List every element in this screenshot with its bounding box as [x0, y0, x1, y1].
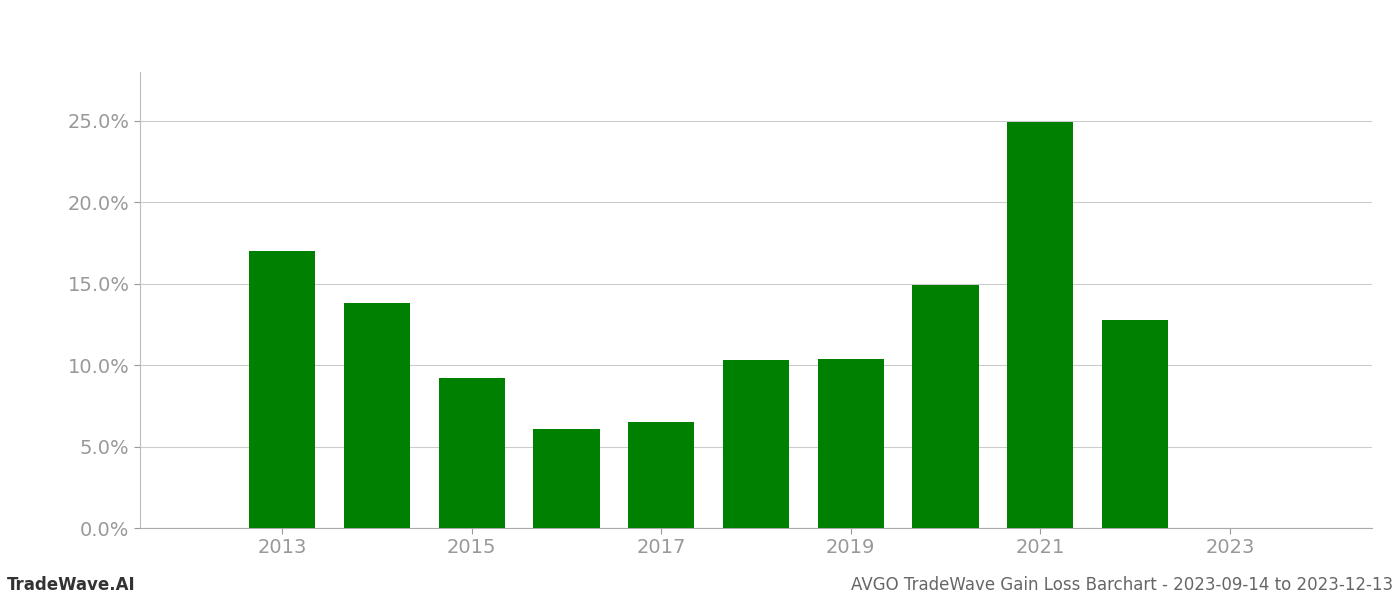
Text: AVGO TradeWave Gain Loss Barchart - 2023-09-14 to 2023-12-13: AVGO TradeWave Gain Loss Barchart - 2023… — [851, 576, 1393, 594]
Bar — [533, 428, 599, 528]
Bar — [722, 360, 790, 528]
Bar — [1102, 320, 1168, 528]
Bar — [629, 422, 694, 528]
Bar — [818, 359, 883, 528]
Bar — [913, 286, 979, 528]
Bar — [1007, 122, 1074, 528]
Text: TradeWave.AI: TradeWave.AI — [7, 576, 136, 594]
Bar — [344, 303, 410, 528]
Bar — [438, 378, 505, 528]
Bar — [249, 251, 315, 528]
